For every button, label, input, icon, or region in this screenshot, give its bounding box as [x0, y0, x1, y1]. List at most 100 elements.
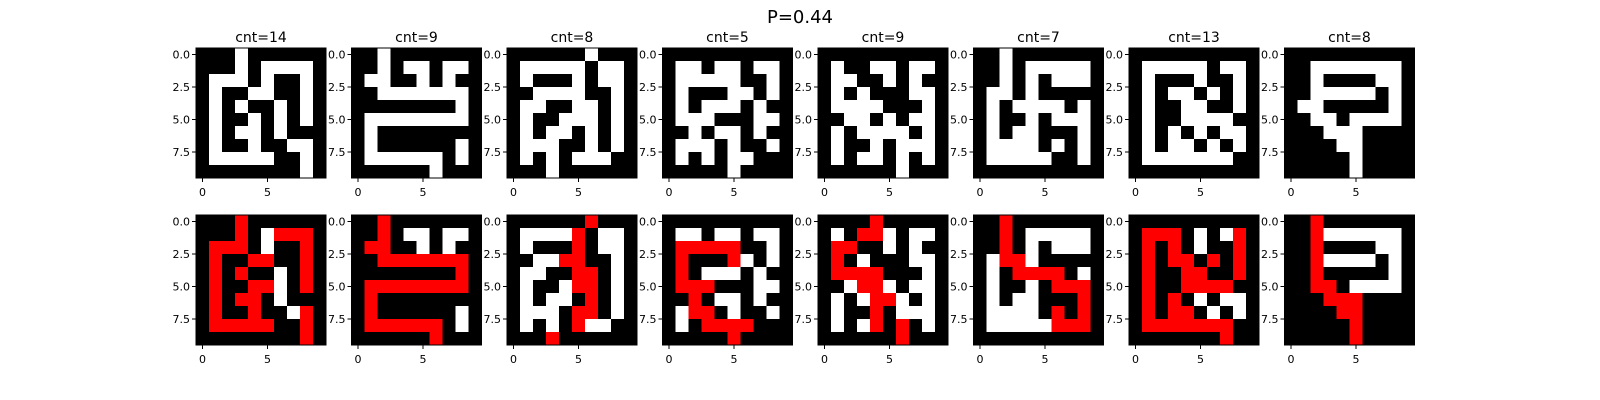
grid-cell: [1323, 267, 1337, 281]
grid-cell: [1090, 319, 1104, 333]
grid-cell: [533, 152, 547, 166]
grid-cell: [1142, 293, 1156, 307]
grid-cell: [1129, 319, 1143, 333]
y-tick-label: 7.5: [484, 146, 502, 159]
grid-cell: [714, 100, 728, 114]
grid-cell: [442, 152, 456, 166]
grid-cell: [922, 74, 936, 88]
grid-cell: [922, 267, 936, 281]
grid-cell: [403, 241, 417, 255]
grid-cell: [1064, 61, 1078, 75]
grid-cell: [688, 280, 702, 294]
grid-cell: [818, 332, 832, 346]
grid-cell: [909, 293, 923, 307]
grid-cell: [935, 241, 949, 255]
grid-cell: [416, 113, 430, 127]
grid-cell: [364, 267, 378, 281]
grid-cell: [740, 74, 754, 88]
grid-cell: [1038, 254, 1052, 268]
grid-cell: [1220, 215, 1234, 229]
grid-cell: [546, 48, 560, 62]
grid-cell: [1025, 74, 1039, 88]
grid-cell: [1375, 87, 1389, 101]
grid-cell: [1375, 254, 1389, 268]
grid-cell: [351, 152, 365, 166]
grid-cell: [1181, 293, 1195, 307]
grid-cell: [1142, 267, 1156, 281]
grid-cell: [662, 126, 676, 140]
grid-cell: [364, 48, 378, 62]
grid-cell: [261, 293, 275, 307]
grid-cell: [222, 165, 236, 179]
grid-cell: [870, 126, 884, 140]
grid-cell: [662, 215, 676, 229]
grid-cell: [727, 139, 741, 153]
grid-cell: [779, 74, 793, 88]
grid-cell: [818, 126, 832, 140]
grid-cell: [1388, 139, 1402, 153]
grid-cell: [624, 319, 638, 333]
y-tick-label: 7.5: [484, 313, 502, 326]
grid-cell: [572, 100, 586, 114]
y-tick-label: 0.0: [1106, 216, 1124, 229]
grid-cell: [1323, 100, 1337, 114]
grid-cell: [209, 241, 223, 255]
solved-maze-grid: 0.02.55.07.50 5: [950, 214, 1104, 366]
grid-cell: [520, 215, 534, 229]
grid-cell: [909, 152, 923, 166]
grid-cell: [1388, 254, 1402, 268]
grid-cell: [1155, 241, 1169, 255]
grid-cell: [1233, 267, 1247, 281]
grid-cell: [1336, 215, 1350, 229]
grid-cell: [222, 267, 236, 281]
grid-cell: [844, 113, 858, 127]
grid-cell: [1297, 254, 1311, 268]
grid-cell: [559, 306, 573, 320]
grid-cell: [1038, 319, 1052, 333]
grid-cell: [1194, 280, 1208, 294]
grid-cell: [1025, 254, 1039, 268]
grid-cell: [870, 152, 884, 166]
grid-cell: [209, 228, 223, 242]
grid-cell: [844, 254, 858, 268]
grid-cell: [403, 228, 417, 242]
grid-cell: [1362, 48, 1376, 62]
grid-cell: [1142, 113, 1156, 127]
grid-cell: [935, 61, 949, 75]
grid-cell: [1051, 332, 1065, 346]
grid-cell: [364, 293, 378, 307]
grid-cell: [611, 87, 625, 101]
grid-cell: [585, 280, 599, 294]
grid-cell: [1012, 126, 1026, 140]
grid-cell: [662, 241, 676, 255]
grid-cell: [416, 319, 430, 333]
y-tick-label: 7.5: [950, 313, 968, 326]
grid-cell: [572, 152, 586, 166]
grid-cell: [468, 113, 482, 127]
grid-cell: [559, 87, 573, 101]
grid-cell: [1077, 293, 1091, 307]
grid-cell: [935, 319, 949, 333]
grid-cell: [922, 165, 936, 179]
grid-cell: [429, 87, 443, 101]
grid-cell: [831, 241, 845, 255]
grid-cell: [1323, 332, 1337, 346]
grid-cell: [986, 293, 1000, 307]
grid-cell: [1038, 48, 1052, 62]
grid-cell: [546, 126, 560, 140]
grid-cell: [870, 280, 884, 294]
grid-cell: [1349, 126, 1363, 140]
grid-cell: [313, 215, 327, 229]
grid-cell: [1284, 87, 1298, 101]
grid-cell: [883, 228, 897, 242]
grid-cell: [1401, 306, 1415, 320]
grid-cell: [1207, 126, 1221, 140]
grid-cell: [701, 306, 715, 320]
x-tick-label: 0: [1132, 186, 1139, 199]
grid-cell: [1012, 228, 1026, 242]
grid-cell: [1181, 267, 1195, 281]
grid-cell: [922, 139, 936, 153]
grid-cell: [831, 152, 845, 166]
grid-cell: [416, 280, 430, 294]
grid-cell: [572, 74, 586, 88]
